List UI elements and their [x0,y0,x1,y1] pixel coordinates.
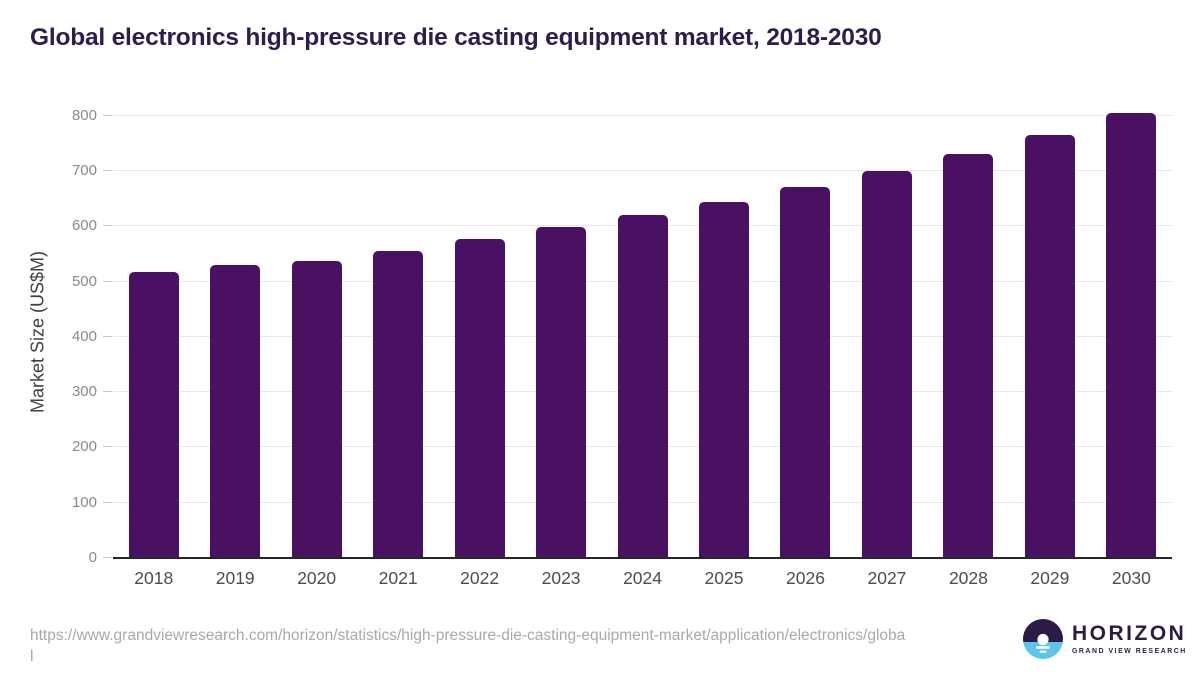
horizon-logo: HORIZON GRAND VIEW RESEARCH [1023,619,1187,659]
bar [699,201,750,558]
bar-column-2025 [683,96,764,558]
y-axis-title: Market Size (US$M) [27,250,48,414]
y-tick-mark [103,114,112,116]
y-tick-mark [103,170,112,172]
bar-column-2023 [520,96,601,558]
horizon-logo-icon [1023,619,1063,659]
y-tick-label: 800 [71,106,97,124]
y-tick-mark [103,391,112,393]
bar [861,171,912,558]
gridline [113,114,1172,116]
y-tick-label: 700 [71,162,97,180]
bar [617,214,668,558]
x-tick-label: 2025 [704,568,744,588]
logo-sea [1023,642,1063,659]
plot-area: 0 100 200 300 400 500 600 700 800 2018 2019 2020 20… [72,96,1172,588]
bar-column-2020 [276,96,357,558]
bar-column-2021 [357,96,438,558]
bar [128,271,179,558]
bar-column-2029 [1009,96,1090,558]
chart-title: Global electronics high-pressure die cas… [30,24,882,51]
bar-column-2024 [602,96,683,558]
logo-sky [1023,619,1063,642]
y-tick-label: 500 [71,272,97,290]
x-tick-label: 2027 [867,568,907,588]
x-tick-label: 2024 [623,568,663,588]
bar-column-2030 [1091,96,1172,558]
y-tick-mark [103,335,112,337]
x-tick-label: 2026 [786,568,825,588]
bar-series [113,96,1172,558]
x-tick-label: 2020 [297,568,337,588]
y-tick-mark [103,501,112,503]
bar [454,238,505,558]
logo-reflection-1 [1036,646,1050,649]
x-tick-label: 2019 [215,568,255,588]
bar-column-2026 [765,96,846,558]
logo-wordmark: HORIZON [1072,622,1187,646]
bar [943,154,994,558]
y-tick-mark [103,225,112,227]
logo-reflection-2 [1039,650,1047,653]
bar-column-2018 [113,96,194,558]
y-tick-label: 400 [71,327,97,345]
bar-column-2022 [439,96,520,558]
x-axis-line [113,557,1172,559]
x-tick-label: 2030 [1111,568,1151,588]
y-tick-mark [103,557,112,558]
x-axis-labels: 2018 2019 2020 2021 2022 2023 2024 2025 2026 2027… [113,568,1172,589]
bar [780,187,831,558]
y-tick-label: 0 [88,549,97,566]
gridline [113,170,1172,172]
bar [1106,112,1157,558]
bar [291,261,342,558]
y-tick-label: 200 [71,438,97,456]
x-tick-label: 2022 [460,568,500,588]
bar-column-2019 [194,96,275,558]
y-tick-label: 300 [71,383,97,401]
bar-column-2028 [928,96,1009,558]
y-tick-label: 100 [71,493,97,511]
x-tick-label: 2029 [1030,568,1070,588]
bar [536,226,587,558]
x-tick-label: 2018 [134,568,174,588]
y-tick-mark [103,280,112,282]
bar [1024,134,1075,558]
bar [210,265,261,558]
logo-text: HORIZON GRAND VIEW RESEARCH [1072,623,1187,655]
x-tick-label: 2023 [541,568,581,588]
source-url: https://www.grandviewresearch.com/horizo… [30,626,905,668]
bar-column-2027 [846,96,927,558]
y-tick-label: 600 [71,217,97,235]
logo-tagline: GRAND VIEW RESEARCH [1072,647,1187,655]
logo-sun [1037,633,1049,646]
source-url-line2: l [30,647,34,665]
source-url-line1: https://www.grandviewresearch.com/horizo… [30,627,906,644]
x-tick-label: 2021 [378,568,418,588]
bar [373,250,424,558]
x-tick-label: 2028 [948,568,988,588]
y-tick-mark [103,446,112,448]
